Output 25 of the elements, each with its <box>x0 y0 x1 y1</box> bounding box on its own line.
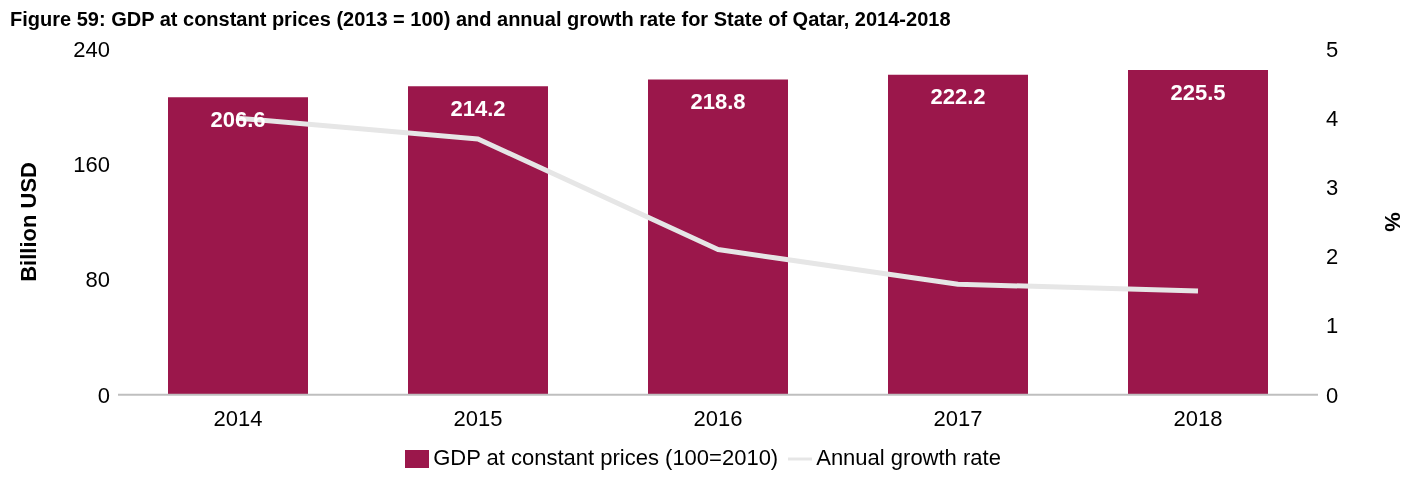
y2-tick-label: 3 <box>1326 175 1339 201</box>
y-tick-label: 0 <box>97 382 110 408</box>
x-tick-label: 2016 <box>693 406 743 432</box>
data-label: 206.6 <box>210 106 266 132</box>
legend-label: Annual growth rate <box>816 444 1001 470</box>
x-tick-label: 2014 <box>213 406 263 432</box>
y-tick-label: 160 <box>73 152 110 178</box>
x-tick-label: 2015 <box>453 406 503 432</box>
data-label: 225.5 <box>1170 79 1226 105</box>
data-label: 222.2 <box>930 84 986 110</box>
data-label: 218.8 <box>690 89 746 115</box>
x-tick-label: 2018 <box>1173 406 1223 432</box>
legend-label: GDP at constant prices (100=2010) <box>433 444 779 470</box>
x-tick-label: 2017 <box>933 406 983 432</box>
chart-title: Figure 59: GDP at constant prices (2013 = 100) and annual growth rate for State of Qatar, 2014-2018 <box>10 8 952 31</box>
y2-tick-label: 0 <box>1326 382 1339 408</box>
y-tick-label: 240 <box>73 36 110 62</box>
y2-tick-label: 4 <box>1326 105 1339 131</box>
y2-tick-label: 1 <box>1326 313 1339 339</box>
y-tick-label: 80 <box>85 267 110 293</box>
y-axis-title: Billion USD <box>15 162 41 282</box>
y2-tick-label: 2 <box>1326 244 1339 270</box>
y2-axis-title: % <box>1380 212 1406 232</box>
y2-tick-label: 5 <box>1326 36 1339 62</box>
data-label: 214.2 <box>450 95 506 121</box>
